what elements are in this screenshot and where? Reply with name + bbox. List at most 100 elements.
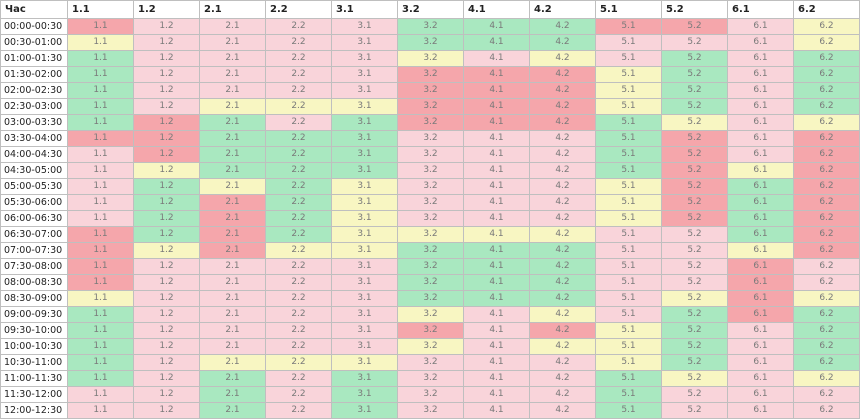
slot-cell: 4.1 (463, 258, 530, 275)
slot-cell: 6.2 (793, 306, 860, 323)
slot-cell: 3.2 (397, 306, 464, 323)
slot-cell: 4.1 (463, 242, 530, 259)
slot-cell: 2.1 (199, 130, 266, 147)
header-1-2[interactable]: 1.2 (133, 0, 200, 19)
header-time[interactable]: Час (0, 0, 68, 19)
table-row: 09:00-09:30 1.1 1.2 2.1 2.2 3.1 3.2 4.1 4.2 5.1 5.… (0, 306, 860, 323)
header-4-1[interactable]: 4.1 (463, 0, 530, 19)
table-row: 06:30-07:00 1.1 1.2 2.1 2.2 3.1 3.2 4.1 4.2 5.1 5.… (0, 226, 860, 243)
slot-cell: 4.2 (529, 258, 596, 275)
slot-cell: 1.2 (133, 98, 200, 115)
slot-cell: 6.2 (793, 338, 860, 355)
header-4-2[interactable]: 4.2 (529, 0, 596, 19)
slot-cell: 1.2 (133, 386, 200, 403)
slot-cell: 5.1 (595, 82, 662, 99)
slot-cell: 4.1 (463, 194, 530, 211)
slot-cell: 3.1 (331, 50, 398, 67)
table-row: 05:00-05:30 1.1 1.2 2.1 2.2 3.1 3.2 4.1 4.2 5.1 5.… (0, 178, 860, 195)
header-2-2[interactable]: 2.2 (265, 0, 332, 19)
slot-cell: 3.2 (397, 338, 464, 355)
table-row: 10:00-10:30 1.1 1.2 2.1 2.2 3.1 3.2 4.1 4.2 5.1 5.… (0, 338, 860, 355)
slot-cell: 1.1 (67, 34, 134, 51)
slot-cell: 2.1 (199, 34, 266, 51)
slot-cell: 5.1 (595, 322, 662, 339)
slot-cell: 6.1 (727, 34, 794, 51)
slot-cell: 2.1 (199, 226, 266, 243)
slot-cell: 6.1 (727, 354, 794, 371)
slot-cell: 4.2 (529, 194, 596, 211)
slot-cell: 3.2 (397, 386, 464, 403)
slot-cell: 2.2 (265, 338, 332, 355)
slot-cell: 6.2 (793, 18, 860, 35)
header-5-2[interactable]: 5.2 (661, 0, 728, 19)
slot-cell: 2.1 (199, 162, 266, 179)
header-3-2[interactable]: 3.2 (397, 0, 464, 19)
slot-cell: 6.2 (793, 242, 860, 259)
slot-cell: 2.2 (265, 370, 332, 387)
slot-cell: 5.1 (595, 66, 662, 83)
slot-cell: 6.2 (793, 34, 860, 51)
slot-cell: 6.2 (793, 226, 860, 243)
slot-cell: 5.1 (595, 226, 662, 243)
slot-cell: 5.1 (595, 146, 662, 163)
slot-cell: 5.1 (595, 370, 662, 387)
slot-cell: 5.1 (595, 194, 662, 211)
slot-cell: 4.2 (529, 146, 596, 163)
slot-cell: 1.1 (67, 290, 134, 307)
slot-cell: 1.2 (133, 402, 200, 419)
slot-cell: 2.2 (265, 274, 332, 291)
slot-cell: 4.1 (463, 338, 530, 355)
slot-cell: 2.2 (265, 210, 332, 227)
slot-cell: 5.1 (595, 258, 662, 275)
table-row: 03:00-03:30 1.1 1.2 2.1 2.2 3.1 3.2 4.1 4.2 5.1 5.… (0, 114, 860, 131)
slot-cell: 5.2 (661, 322, 728, 339)
header-1-1[interactable]: 1.1 (67, 0, 134, 19)
slot-cell: 1.1 (67, 98, 134, 115)
header-3-1[interactable]: 3.1 (331, 0, 398, 19)
slot-cell: 1.2 (133, 370, 200, 387)
slot-cell: 5.2 (661, 402, 728, 419)
slot-cell: 3.1 (331, 162, 398, 179)
slot-cell: 2.2 (265, 322, 332, 339)
table-row: 08:00-08:30 1.1 1.2 2.1 2.2 3.1 3.2 4.1 4.2 5.1 5.… (0, 274, 860, 291)
slot-cell: 3.2 (397, 274, 464, 291)
header-6-2[interactable]: 6.2 (793, 0, 860, 19)
slot-cell: 1.2 (133, 66, 200, 83)
table-row: 00:30-01:00 1.1 1.2 2.1 2.2 3.1 3.2 4.1 4.2 5.1 5.… (0, 34, 860, 51)
slot-cell: 2.2 (265, 242, 332, 259)
slot-cell: 5.2 (661, 354, 728, 371)
slot-cell: 5.2 (661, 146, 728, 163)
slot-cell: 1.1 (67, 162, 134, 179)
slot-cell: 1.1 (67, 194, 134, 211)
slot-cell: 2.1 (199, 146, 266, 163)
slot-cell: 2.1 (199, 82, 266, 99)
slot-cell: 1.1 (67, 66, 134, 83)
header-5-1[interactable]: 5.1 (595, 0, 662, 19)
slot-cell: 6.2 (793, 370, 860, 387)
slot-cell: 4.2 (529, 322, 596, 339)
time-cell: 09:00-09:30 (0, 306, 68, 323)
slot-cell: 1.1 (67, 82, 134, 99)
slot-cell: 6.1 (727, 370, 794, 387)
slot-cell: 2.2 (265, 146, 332, 163)
slot-cell: 5.2 (661, 34, 728, 51)
time-cell: 06:30-07:00 (0, 226, 68, 243)
slot-cell: 5.1 (595, 210, 662, 227)
header-2-1[interactable]: 2.1 (199, 0, 266, 19)
slot-cell: 6.1 (727, 130, 794, 147)
slot-cell: 3.2 (397, 146, 464, 163)
slot-cell: 6.2 (793, 178, 860, 195)
slot-cell: 4.1 (463, 274, 530, 291)
slot-cell: 1.2 (133, 338, 200, 355)
slot-cell: 5.2 (661, 114, 728, 131)
slot-cell: 2.2 (265, 354, 332, 371)
time-cell: 09:30-10:00 (0, 322, 68, 339)
slot-cell: 4.1 (463, 226, 530, 243)
slot-cell: 6.1 (727, 386, 794, 403)
slot-cell: 3.1 (331, 386, 398, 403)
slot-cell: 3.2 (397, 178, 464, 195)
table-row: 11:30-12:00 1.1 1.2 2.1 2.2 3.1 3.2 4.1 4.2 5.1 5.… (0, 386, 860, 403)
slot-cell: 4.2 (529, 386, 596, 403)
slot-cell: 6.1 (727, 258, 794, 275)
header-6-1[interactable]: 6.1 (727, 0, 794, 19)
